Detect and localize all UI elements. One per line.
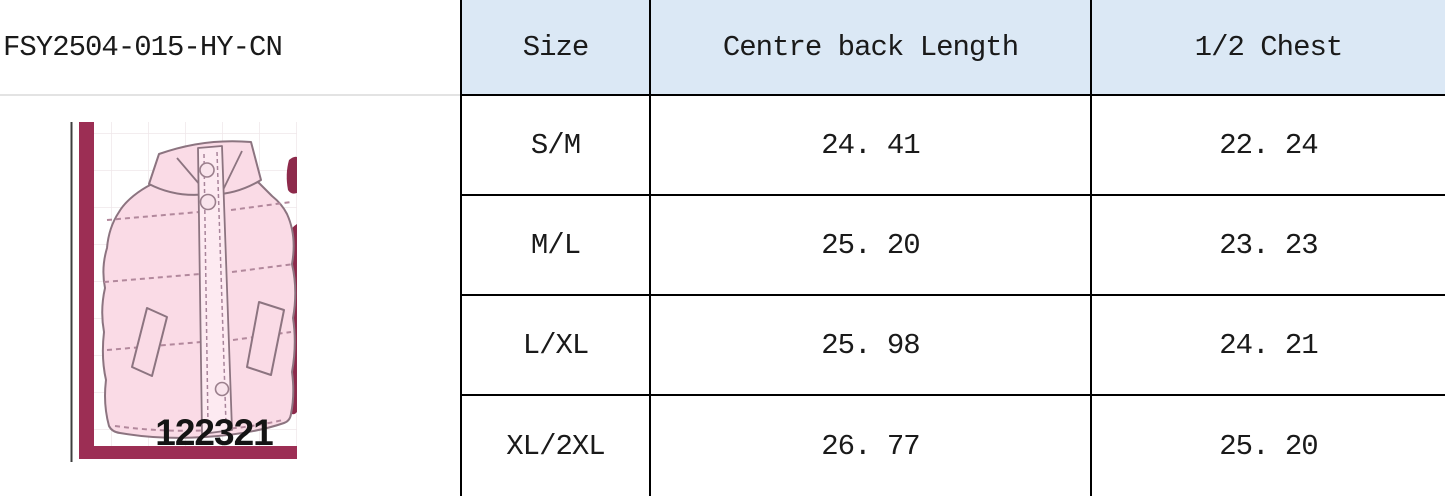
style-number-label: 122321 bbox=[155, 412, 273, 453]
half-chest-cell: 22. 24 bbox=[1090, 96, 1445, 196]
frame-bottom-bar bbox=[79, 446, 297, 459]
product-code-row: FSY2504-015-HY-CN bbox=[0, 0, 460, 96]
product-image: 122321 bbox=[0, 96, 460, 496]
centre-back-length-cell: 25. 20 bbox=[649, 196, 1090, 296]
table-row: L/XL 25. 98 24. 21 bbox=[460, 296, 1445, 396]
size-cell: L/XL bbox=[460, 296, 649, 396]
table-row: S/M 24. 41 22. 24 bbox=[460, 96, 1445, 196]
product-panel: FSY2504-015-HY-CN bbox=[0, 0, 460, 496]
column-header-centre-back-length: Centre back Length bbox=[649, 0, 1090, 96]
vest-illustration: 122321 bbox=[70, 122, 297, 462]
half-chest-cell: 25. 20 bbox=[1090, 396, 1445, 496]
size-chart-table: Size Centre back Length 1/2 Chest S/M 24… bbox=[460, 0, 1445, 496]
size-cell: XL/2XL bbox=[460, 396, 649, 496]
table-header-row: Size Centre back Length 1/2 Chest bbox=[460, 0, 1445, 96]
table-row: M/L 25. 20 23. 23 bbox=[460, 196, 1445, 296]
vest-buttons bbox=[199, 162, 230, 397]
size-cell: M/L bbox=[460, 196, 649, 296]
column-header-size: Size bbox=[460, 0, 649, 96]
pocket-welts bbox=[131, 301, 285, 377]
half-chest-cell: 23. 23 bbox=[1090, 196, 1445, 296]
column-header-half-chest: 1/2 Chest bbox=[1090, 0, 1445, 96]
product-code: FSY2504-015-HY-CN bbox=[3, 30, 283, 64]
centre-back-length-cell: 24. 41 bbox=[649, 96, 1090, 196]
back-vest-sliver-top bbox=[286, 156, 297, 194]
half-chest-cell: 24. 21 bbox=[1090, 296, 1445, 396]
size-cell: S/M bbox=[460, 96, 649, 196]
centre-back-length-cell: 26. 77 bbox=[649, 396, 1090, 496]
table-row: XL/2XL 26. 77 25. 20 bbox=[460, 396, 1445, 496]
centre-back-length-cell: 25. 98 bbox=[649, 296, 1090, 396]
thin-rule bbox=[70, 122, 73, 462]
frame-left-bar bbox=[79, 122, 94, 459]
